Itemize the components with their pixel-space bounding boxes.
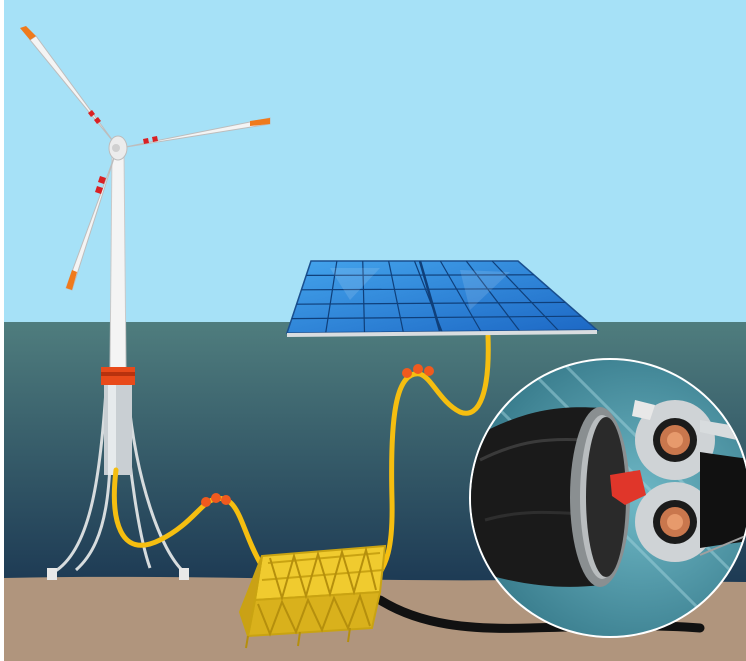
panel-grid-line bbox=[325, 260, 338, 333]
blade-tips bbox=[20, 26, 270, 290]
turbine-blades bbox=[29, 35, 271, 291]
buoyancy-floats-turbine bbox=[201, 493, 231, 507]
panel-grid-line bbox=[388, 260, 404, 332]
solar-cable bbox=[367, 333, 491, 587]
blade-stripes bbox=[88, 110, 158, 194]
turbine-cable bbox=[111, 467, 265, 569]
panel-grid-line bbox=[306, 274, 534, 276]
panel-grid-line bbox=[465, 260, 520, 332]
panel-highlights bbox=[330, 268, 510, 310]
panel-grid-line bbox=[362, 260, 366, 333]
solar-panel-icon bbox=[285, 260, 599, 337]
wind-turbine-icon bbox=[20, 26, 271, 475]
subsea-hub-icon bbox=[238, 544, 387, 649]
panel-grid-line bbox=[439, 260, 482, 332]
anchor-right bbox=[179, 568, 189, 580]
buoyancy-floats-solar bbox=[402, 364, 434, 378]
panel-grid-line bbox=[491, 260, 559, 331]
panel-grid-line bbox=[301, 288, 550, 291]
cable-cross-section-icon bbox=[469, 358, 746, 638]
anchor-left bbox=[47, 568, 57, 580]
